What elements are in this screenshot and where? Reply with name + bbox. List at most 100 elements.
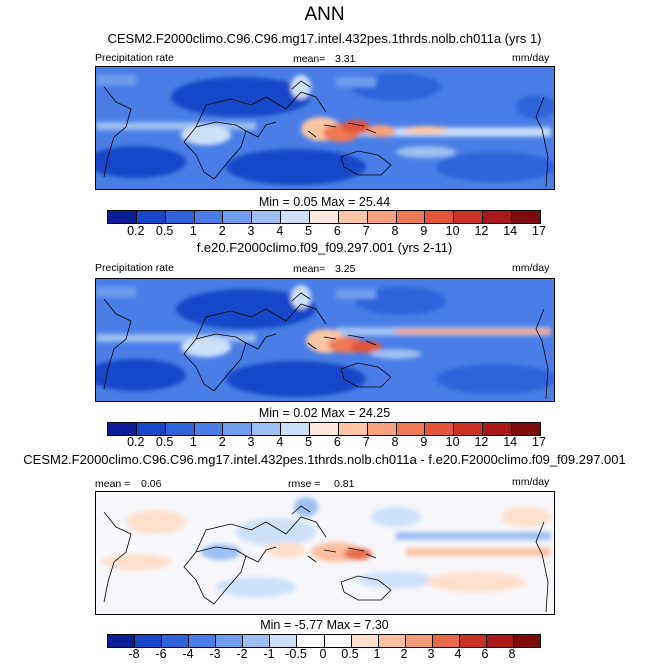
colorbar-tick-label: 10 [445,435,460,449]
colorbar-swatch [338,211,368,223]
colorbar-swatch [512,423,540,435]
panel-3-map [95,491,555,615]
colorbar-swatch [483,423,513,435]
colorbar-tick-label: 2 [400,647,408,661]
colorbar-swatch [483,211,513,223]
panel-3-units: mm/day [512,476,550,488]
panel-3-rmse-value: 0.81 [334,478,355,490]
panel-2-mean-value: 3.25 [335,263,356,275]
colorbar-swatch [338,423,368,435]
panel-3-mean-value: 0.06 [141,478,162,490]
panel-3-coastlines [103,505,549,613]
colorbar-tick-label: 0.5 [155,224,174,238]
colorbar-swatch [425,211,455,223]
colorbar-swatch [108,423,137,435]
colorbar-tick-label: 7 [362,224,370,238]
colorbar-swatch [223,423,253,435]
panel-1-minmax: Min = 0.05 Max = 25.44 [258,195,391,209]
colorbar-swatch [512,211,540,223]
colorbar-tick-label: 6 [333,224,341,238]
colorbar-tick-label: 4 [276,435,284,449]
colorbar-tick-label: 7 [362,435,370,449]
panel-1-mean-value: 3.31 [335,53,356,65]
colorbar-swatch [270,635,298,647]
figure-title: ANN [304,4,345,25]
panel-3-rmse-label: rmse = [288,478,321,490]
panel-1-coastlines [103,80,549,188]
colorbar-tick-label: 2 [218,435,226,449]
colorbar-tick-label: 14 [503,435,518,449]
colorbar-swatch [252,211,282,223]
colorbar-tick-label: 6 [333,435,341,449]
colorbar-tick-label: -3 [209,647,221,661]
colorbar-swatch [425,423,455,435]
colorbar-tick-label: 17 [532,224,546,238]
colorbar-tick-label: 0 [319,647,327,661]
colorbar-tick-label: 12 [474,224,489,238]
colorbar-swatch [136,211,166,223]
colorbar-swatch [281,211,311,223]
colorbar-swatch [135,635,163,647]
colorbar-tick-label: 14 [503,224,518,238]
colorbar-swatch [108,635,136,647]
panel-2-colorbar [107,422,541,436]
colorbar-swatch [136,423,166,435]
colorbar-tick-label: 3 [247,435,255,449]
colorbar-swatch [310,211,339,223]
panel-2-map [95,278,555,402]
colorbar-tick-label: -8 [128,647,140,661]
colorbar-swatch [165,211,195,223]
colorbar-swatch [459,635,487,647]
panel-3-colorbar [107,634,541,648]
panel-2-precip-field [96,285,554,397]
colorbar-swatch [432,635,460,647]
panel-3-subtitle: CESM2.F2000climo.C96.C96.mg17.intel.432p… [23,452,626,467]
panel-2-units: mm/day [512,262,550,274]
colorbar-tick-label: 1 [373,647,381,661]
colorbar-swatch [378,635,406,647]
colorbar-swatch [297,635,325,647]
colorbar-tick-label: 17 [532,435,546,449]
colorbar-tick-label: -6 [155,647,167,661]
colorbar-tick-label: 0.2 [127,224,145,238]
colorbar-tick-label: 6 [481,647,489,661]
colorbar-swatch [454,423,484,435]
panel-2-variable-label: Precipitation rate [95,262,174,274]
colorbar-tick-label: -4 [182,647,194,661]
panel-1-subtitle: CESM2.F2000climo.C96.C96.mg17.intel.432p… [107,31,542,46]
colorbar-swatch [223,211,253,223]
colorbar-swatch [243,635,271,647]
colorbar-swatch [367,423,397,435]
colorbar-swatch [108,211,137,223]
colorbar-tick-label: 4 [454,647,462,661]
colorbar-swatch [486,635,514,647]
colorbar-tick-label: 0.5 [155,435,174,449]
colorbar-tick-label: 12 [474,435,489,449]
colorbar-tick-label: 1 [189,435,197,449]
colorbar-swatch [281,423,311,435]
panel-2-mean-label: mean= [293,263,326,275]
colorbar-swatch [513,635,540,647]
colorbar-tick-label: 8 [391,224,399,238]
colorbar-tick-label: 1 [189,224,197,238]
colorbar-tick-label: 4 [276,224,284,238]
colorbar-tick-label: 3 [427,647,435,661]
colorbar-swatch [310,423,339,435]
colorbar-swatch [351,635,379,647]
colorbar-tick-label: 2 [218,224,226,238]
colorbar-tick-label: 9 [420,435,428,449]
colorbar-swatch [324,635,352,647]
colorbar-tick-label: 9 [420,224,428,238]
panel-3-mean-label: mean = [95,478,131,490]
colorbar-tick-label: 3 [247,224,255,238]
panel-1-map [95,66,555,190]
panel-1-precip-field [96,73,554,185]
colorbar-tick-label: -2 [236,647,248,661]
colorbar-swatch [396,211,426,223]
colorbar-swatch [367,211,397,223]
panel-1-units: mm/day [512,52,550,64]
colorbar-swatch [396,423,426,435]
colorbar-swatch [454,211,484,223]
colorbar-swatch [194,211,224,223]
colorbar-swatch [216,635,244,647]
